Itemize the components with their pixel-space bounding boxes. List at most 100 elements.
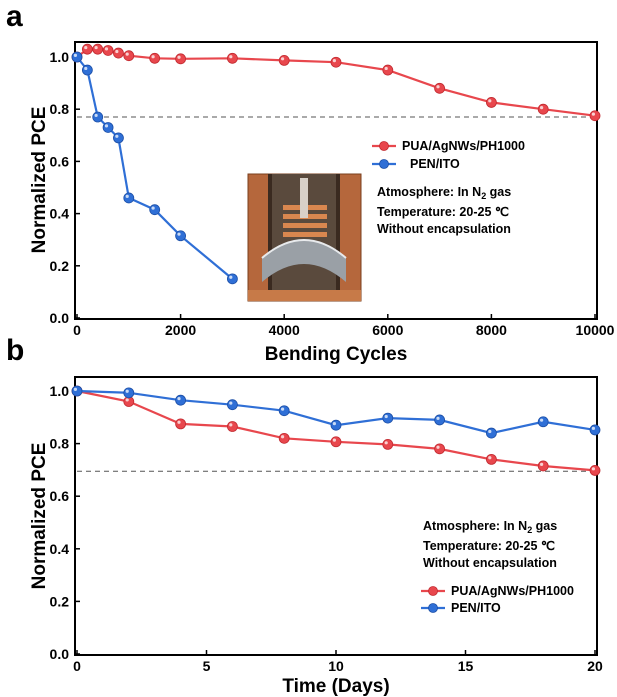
x-tick-label-b: 20 (587, 658, 603, 674)
x-tick-label-a: 10000 (576, 322, 615, 338)
data-point-b-1 (537, 416, 549, 428)
x-tick-label-b: 5 (203, 658, 211, 674)
legend-marker-b-series-1 (428, 603, 438, 613)
y-tick-label-a: 0.2 (50, 258, 70, 274)
data-point-b-0 (382, 438, 394, 450)
data-point-highlight-b-1 (125, 389, 129, 393)
data-point-highlight-a-1 (84, 66, 88, 71)
data-point-highlight-b-0 (540, 462, 544, 466)
data-point-a-1 (175, 230, 187, 242)
data-point-a-1 (226, 273, 238, 285)
data-point-b-0 (537, 460, 549, 472)
conditions-note-b: Atmosphere: In N2 gas Temperature: 20-25… (423, 519, 557, 570)
y-tick-label-a: 0.0 (50, 310, 70, 326)
data-point-a-0 (382, 64, 394, 76)
data-point-highlight-a-1 (115, 134, 119, 138)
data-point-highlight-a-0 (84, 45, 88, 50)
data-point-b-1 (278, 405, 290, 417)
y-axis-b: 0.0 0.2 0.4 0.6 0.8 1.0 (50, 383, 80, 662)
legend-marker-a-series-1 (379, 159, 389, 169)
data-point-highlight-a-0 (281, 57, 285, 61)
data-point-highlight-a-0 (488, 99, 492, 103)
data-point-b-1 (434, 414, 446, 426)
data-point-highlight-b-0 (436, 445, 440, 449)
series-group-b (71, 385, 601, 476)
data-point-highlight-a-1 (94, 113, 98, 118)
data-point-b-1 (382, 412, 394, 424)
data-point-highlight-a-0 (94, 45, 98, 50)
y-tick-label-b: 0.2 (50, 593, 70, 609)
data-point-a-1 (81, 64, 93, 76)
data-point-a-1 (71, 51, 83, 63)
data-point-highlight-a-0 (229, 55, 233, 59)
panel-letter-a: a (6, 0, 23, 33)
data-point-highlight-a-1 (73, 53, 77, 58)
data-point-highlight-b-0 (281, 435, 285, 439)
series-line-b-0 (76, 389, 596, 472)
x-axis-title-a: Bending Cycles (265, 344, 408, 365)
data-point-highlight-a-0 (125, 52, 129, 56)
data-point-a-0 (434, 82, 446, 94)
x-tick-label-b: 0 (73, 658, 81, 674)
data-point-highlight-b-1 (281, 407, 285, 411)
legend-label-b-series-1: PEN/ITO (451, 601, 501, 615)
data-point-highlight-b-1 (488, 429, 492, 434)
data-point-a-0 (278, 54, 290, 66)
y-tick-label-a: 0.6 (50, 153, 70, 169)
data-point-highlight-b-0 (488, 456, 492, 460)
data-point-b-0 (278, 432, 290, 444)
series-group-a (71, 43, 601, 285)
legend-a: PUA/AgNWs/PH1000 PEN/ITO (372, 139, 525, 171)
x-axis-title-b: Time (Days) (282, 676, 389, 697)
data-point-highlight-a-0 (332, 59, 336, 63)
legend-marker-a-series-0 (379, 141, 389, 151)
legend-label-b-series-0: PUA/AgNWs/PH1000 (451, 584, 574, 598)
plot-frame-a (74, 41, 598, 320)
x-tick-label-a: 4000 (269, 322, 300, 338)
data-point-highlight-a-1 (125, 194, 129, 198)
data-point-highlight-a-1 (151, 206, 155, 210)
inset-photo (247, 173, 362, 302)
encapsulation-text-b: Without encapsulation (423, 556, 557, 570)
encapsulation-text-a: Without encapsulation (377, 222, 511, 236)
data-point-highlight-a-1 (104, 124, 109, 128)
data-point-a-1 (113, 132, 124, 144)
temperature-text-b: Temperature: 20-25 ℃ (423, 539, 555, 553)
data-point-highlight-a-1 (229, 275, 233, 279)
data-point-highlight-a-0 (384, 66, 388, 71)
data-point-highlight-b-0 (177, 420, 181, 424)
data-point-a-1 (149, 204, 161, 216)
x-tick-label-b: 15 (458, 658, 474, 674)
data-point-highlight-b-1 (73, 387, 77, 391)
data-point-highlight-a-0 (151, 55, 155, 59)
data-point-highlight-a-0 (177, 55, 181, 59)
data-point-a-0 (149, 52, 161, 64)
x-axis-a: 0 2000 4000 6000 8000 10000 (73, 314, 615, 338)
data-point-highlight-a-0 (104, 47, 109, 51)
panel-b: b 0 5 10 15 20 0.0 0.2 0.4 0.6 0.8 1.0 Time (Days… (6, 334, 603, 697)
data-point-b-1 (123, 387, 135, 399)
data-point-highlight-a-0 (540, 106, 544, 110)
data-point-highlight-a-0 (591, 112, 596, 116)
data-point-highlight-b-1 (591, 426, 596, 430)
data-point-a-1 (102, 122, 114, 133)
legend-marker-b-series-0 (428, 586, 438, 596)
x-tick-label-a: 2000 (165, 322, 196, 338)
data-point-b-1 (175, 394, 187, 406)
data-point-b-1 (485, 427, 497, 439)
data-point-highlight-b-0 (125, 398, 129, 402)
data-point-highlight-b-1 (177, 397, 181, 401)
data-point-b-1 (226, 399, 238, 411)
data-point-highlight-b-1 (436, 416, 440, 420)
data-point-a-0 (537, 103, 549, 115)
data-point-b-1 (71, 385, 83, 397)
atmosphere-text-b: Atmosphere: In N2 gas (423, 519, 557, 535)
data-point-a-0 (175, 53, 187, 65)
data-point-b-1 (589, 424, 601, 436)
data-point-a-0 (81, 43, 93, 55)
y-axis-title-b: Normalized PCE (29, 443, 50, 590)
data-point-b-0 (175, 418, 187, 430)
data-point-highlight-a-0 (115, 49, 119, 54)
data-point-a-1 (92, 111, 104, 123)
